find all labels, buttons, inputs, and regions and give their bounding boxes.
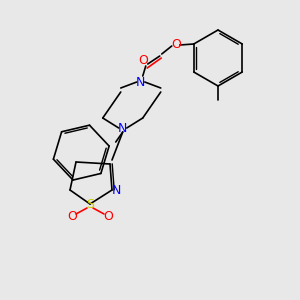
Text: N: N xyxy=(118,122,128,134)
Text: N: N xyxy=(136,76,146,88)
Text: O: O xyxy=(171,38,181,52)
Text: O: O xyxy=(67,211,77,224)
Text: S: S xyxy=(86,197,94,211)
Text: N: N xyxy=(111,184,121,196)
Text: O: O xyxy=(103,211,113,224)
Text: O: O xyxy=(138,53,148,67)
